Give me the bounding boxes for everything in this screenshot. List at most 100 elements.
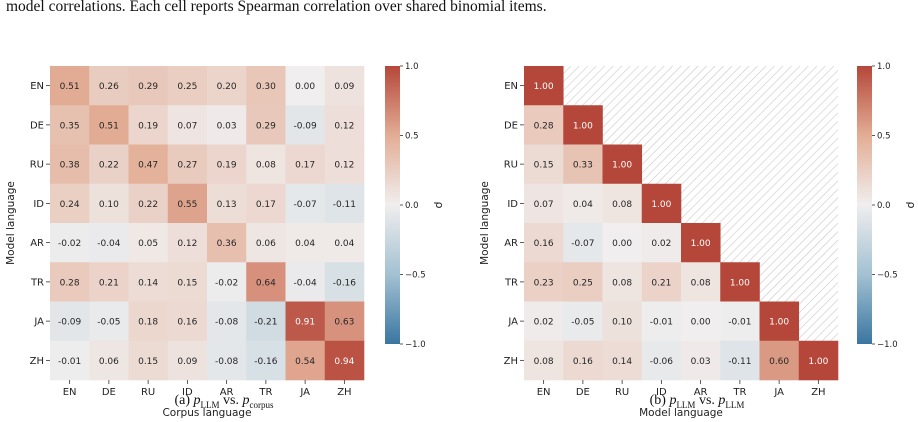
panel-b-cell-label: 0.04 bbox=[573, 200, 593, 210]
panel-a-cell bbox=[246, 66, 286, 106]
panel-a-cell-label: 0.36 bbox=[217, 239, 237, 249]
panel-b-cell bbox=[720, 262, 760, 302]
panel-b-cell bbox=[759, 301, 800, 342]
panel-b-cell-label: -0.01 bbox=[650, 318, 673, 328]
panel-b-cell-label: 0.00 bbox=[612, 239, 632, 249]
panel-b-cell-label: 1.00 bbox=[612, 161, 632, 171]
panel-b-cell-label: -0.07 bbox=[571, 239, 594, 249]
panel-a-cell bbox=[246, 223, 286, 263]
panel-b-cell-label: -0.06 bbox=[650, 357, 674, 367]
panel-a-ytick-label: EN bbox=[30, 81, 44, 92]
panel-a-cell-label: 0.12 bbox=[177, 239, 197, 249]
panel-a-cell bbox=[285, 105, 326, 145]
panel-a-cell bbox=[207, 144, 247, 185]
panel-a-cell-label: 0.17 bbox=[295, 161, 315, 171]
panel-b-ylabel: Model language bbox=[479, 181, 491, 265]
panel-a-cell-label: -0.16 bbox=[333, 278, 357, 288]
panel-a-cell-label: 0.22 bbox=[99, 161, 119, 171]
panel-a-cell-label: 0.27 bbox=[177, 161, 197, 171]
panel-a-cell-label: 0.18 bbox=[138, 318, 158, 328]
panel-a-cell bbox=[128, 340, 169, 381]
panel-b-cell bbox=[681, 262, 721, 302]
panel-b-cell bbox=[602, 183, 643, 224]
panel-a-colorbar-tick-label: 0.0 bbox=[405, 201, 419, 211]
panel-b-colorbar-tick-label: 1.0 bbox=[877, 62, 891, 72]
panel-b-cell bbox=[641, 340, 682, 381]
panel-b-cell-label: 0.33 bbox=[573, 161, 593, 171]
panel-a-cell bbox=[246, 105, 286, 145]
figure-caption: model correlations. Each cell reports Sp… bbox=[6, 0, 547, 15]
panel-a-cell bbox=[207, 223, 247, 263]
panel-a-cell-label: 0.04 bbox=[295, 239, 315, 249]
panel-b-cell-label: -0.11 bbox=[728, 357, 751, 367]
panel-a-cell bbox=[89, 340, 129, 381]
subcaption-a: (a) pLLM vs. pcorpus bbox=[174, 393, 274, 410]
panel-b-cell bbox=[524, 223, 564, 263]
panel-a-cell bbox=[246, 340, 286, 381]
panel-a-cell bbox=[324, 301, 365, 342]
panel-a-cell bbox=[89, 66, 129, 106]
panel-b-colorbar-label: ρ bbox=[905, 202, 918, 209]
panel-b-cell bbox=[602, 223, 643, 263]
panel-a-cell bbox=[89, 144, 129, 185]
panel-b-cell bbox=[524, 144, 564, 185]
panel-a-cell-label: 0.05 bbox=[138, 239, 158, 249]
panel-a-cell bbox=[167, 183, 208, 224]
panel-a-xtick-label: RU bbox=[141, 387, 155, 398]
panel-b-ytick-label: TR bbox=[504, 277, 518, 288]
panel-a-cell bbox=[285, 223, 326, 263]
panel-a-cell bbox=[167, 340, 208, 381]
panel-b-xtick-label: ZH bbox=[811, 387, 825, 398]
panel-a-cell bbox=[128, 301, 169, 342]
panel-b-cell-label: -0.01 bbox=[728, 318, 751, 328]
panel-a-ytick-label: TR bbox=[30, 277, 44, 288]
panel-b-cell-label: 0.08 bbox=[612, 200, 632, 210]
panel-b-cell bbox=[563, 105, 603, 145]
panel-a-cell-label: -0.09 bbox=[58, 318, 82, 328]
panel-b-cell-label: 0.08 bbox=[534, 357, 554, 367]
panel-a-colorbar-tick-label: 1.0 bbox=[405, 62, 419, 72]
panel-b-cell-label: 1.00 bbox=[691, 239, 711, 249]
panel-a-cell-label: 0.19 bbox=[138, 121, 158, 131]
panel-a-cell-label: 0.24 bbox=[60, 200, 80, 210]
panel-a-cell-label: 0.22 bbox=[138, 200, 158, 210]
panel-b-cell bbox=[563, 262, 603, 302]
panel-b-cell bbox=[563, 301, 603, 342]
panel-b-cell-label: 0.16 bbox=[534, 239, 554, 249]
panel-a-cell-label: 0.29 bbox=[138, 82, 158, 92]
panel-b-cell bbox=[563, 144, 603, 185]
panel-b-cell bbox=[681, 223, 721, 263]
panel-a-cell-label: 0.15 bbox=[138, 357, 158, 367]
panel-a-cell bbox=[246, 262, 286, 302]
panel-b-cell-label: 0.23 bbox=[534, 278, 554, 288]
panel-a-cell-label: -0.21 bbox=[254, 318, 277, 328]
panel-a-xtick-label: JA bbox=[299, 387, 310, 398]
panel-a-cell bbox=[50, 340, 90, 381]
panel-a-cell bbox=[167, 301, 208, 342]
panel-b-cell bbox=[602, 144, 643, 185]
panel-a-cell-label: 0.55 bbox=[177, 200, 197, 210]
panel-b-cell-label: 0.16 bbox=[573, 357, 593, 367]
panel-a-cell-label: 0.10 bbox=[99, 200, 119, 210]
panel-a-cell bbox=[50, 144, 90, 185]
panel-a-cell bbox=[50, 262, 90, 302]
panel-a-colorbar-tick-label: 0.5 bbox=[405, 132, 419, 142]
subcaption-b: (b) pLLM vs. pLLM bbox=[649, 393, 745, 410]
panel-b-cell bbox=[602, 340, 643, 381]
panel-a-cell bbox=[207, 340, 247, 381]
panel-b-cell bbox=[563, 183, 603, 224]
panel-b-cell-label: 0.14 bbox=[612, 357, 632, 367]
panel-a-cell bbox=[89, 301, 129, 342]
panel-a-cell-label: 0.03 bbox=[217, 121, 237, 131]
panel-a-cell-label: -0.02 bbox=[58, 239, 81, 249]
panel-b-ytick-label: EN bbox=[504, 81, 518, 92]
panel-b-cell-label: 0.28 bbox=[534, 121, 554, 131]
panel-a-cell bbox=[324, 262, 365, 302]
panel-a-cell bbox=[89, 105, 129, 145]
panel-a-cell-label: 0.25 bbox=[177, 82, 197, 92]
panel-b-cell-label: 0.60 bbox=[769, 357, 789, 367]
panel-b-cell bbox=[524, 262, 564, 302]
panel-a-cell bbox=[167, 262, 208, 302]
panel-b-cell bbox=[681, 301, 721, 342]
panel-a-cell-label: 0.15 bbox=[177, 278, 197, 288]
